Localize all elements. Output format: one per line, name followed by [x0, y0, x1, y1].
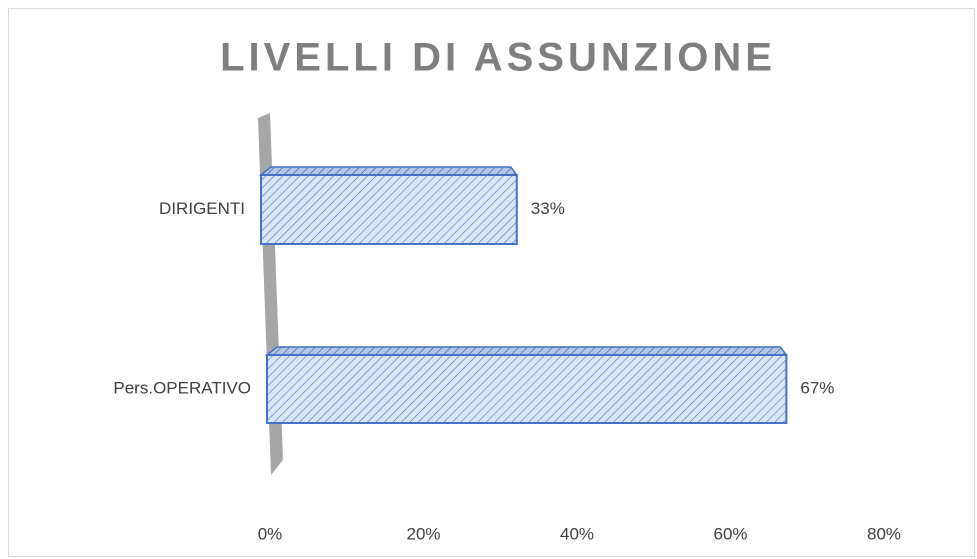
chart-title: LIVELLI DI ASSUNZIONE [220, 36, 776, 80]
x-tick-label: 60% [713, 524, 747, 543]
bar [260, 174, 518, 245]
category-label: DIRIGENTI [159, 199, 245, 218]
bar [266, 354, 788, 424]
x-tick-label: 0% [258, 524, 283, 543]
bar-top [264, 346, 788, 356]
chart-border [8, 8, 975, 557]
category-label: Pers.OPERATIVO [113, 378, 251, 397]
x-tick-label: 20% [406, 524, 440, 543]
x-tick-label: 40% [560, 524, 594, 543]
x-tick-label: 80% [867, 524, 901, 543]
data-label: 33% [531, 199, 565, 218]
bar-top [258, 166, 519, 176]
data-label: 67% [800, 378, 834, 397]
